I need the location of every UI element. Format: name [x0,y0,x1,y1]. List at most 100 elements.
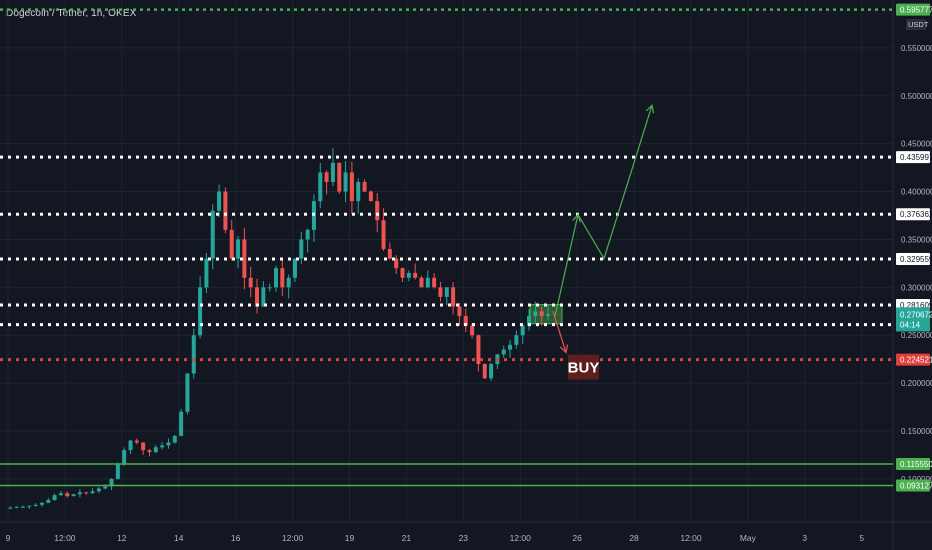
candle-body [179,411,184,436]
candle-body [508,344,513,350]
x-tick-label: 23 [459,533,469,543]
candle-body [109,478,114,487]
x-tick-label: 12:00 [54,533,76,543]
candle-body [77,492,82,495]
price-tag-0.329559-bg [896,253,930,266]
usdt-tag-bg [906,19,926,30]
candle-body [432,277,437,288]
projection-up-arrowhead-2 [645,104,655,114]
candle-body [128,440,133,451]
candle-body [527,316,532,326]
y-tick-label: 0.100000 [901,475,932,484]
price-tag-0.595777-bg [896,3,930,16]
symbol-title: Dogecoin / Tether, 1h, OKEX [6,8,137,19]
candles [8,148,550,510]
price-tag-0.093127-text: 0.093127 [900,481,932,490]
y-tick-label: 0.350000 [901,235,932,244]
candle-body [52,495,57,500]
candle-body [318,172,323,202]
candle-body [274,268,278,288]
candle-body [286,277,291,288]
candle-body [330,162,335,182]
x-tick-label: 14 [174,533,184,543]
price-levels [0,8,893,487]
current-price-tag-bg [896,307,930,332]
candle-body [14,506,19,508]
price-tag-0.376362-bg [896,208,930,221]
candle-body [451,287,456,307]
candle-body [103,486,108,489]
candle-body [489,363,494,379]
x-tick-label: 12 [117,533,127,543]
y-tick-label: 0.200000 [901,379,932,388]
y-tick-label: 0.500000 [901,92,932,101]
buy-annotation: BUY [568,354,599,380]
candle-body [406,272,411,278]
candle-body [419,277,424,288]
candle-body [20,506,25,508]
x-tick-label: 9 [6,533,11,543]
candle-body [141,442,146,451]
y-axis: 0.550000 0.500000 0.450000 0.400000 0.350000… [901,44,932,484]
candle-body [84,492,89,494]
x-tick-label: 26 [572,533,582,543]
price-tag-0.329559-text: 0.329559 [900,255,932,264]
candle-body [153,447,158,453]
candle-body [115,464,120,479]
candle-body [337,162,342,192]
price-tag-0.093127-bg [896,479,930,492]
candle-body [356,181,361,202]
current-price-text: 0.270672 [900,310,932,319]
price-tag-0.595777-text: 0.595777 [900,6,932,15]
candle-body [349,172,354,202]
price-tag-0.224521-bg [896,353,930,366]
candle-body [172,435,177,443]
candle-body [362,181,367,192]
projection-down-arrowhead [559,344,569,354]
price-tag-0.115550-text: 0.115550 [900,460,932,469]
candle-body [539,311,544,317]
candle-body [387,249,392,259]
y-tick-label: 0.300000 [901,283,932,292]
candle-body [324,172,329,182]
candle-body [292,258,297,278]
y-tick-label: 0.550000 [901,44,932,53]
candle-body [204,258,209,288]
candle-body [185,373,190,412]
candle-body [198,287,203,336]
candle-body [520,325,525,336]
buy-label-bg [568,354,599,380]
candle-body [58,493,63,496]
y-tick-label: 0.150000 [901,427,932,436]
candle-body [533,311,538,317]
candle-body [299,239,304,259]
candle-body [482,363,487,379]
y-tick-label: 0.400000 [901,188,932,197]
candle-body [166,442,171,446]
candle-body [248,277,253,288]
x-tick-label: 3 [802,533,807,543]
projection-up-arrowhead-1 [572,213,581,223]
x-axis: 9 12:00 12 14 16 12:00 19 21 23 12:00 26 28 12:00 May… [6,533,865,543]
candle-body [501,349,506,355]
projection-down-path [552,311,567,353]
candle-body [305,229,310,240]
candle-body [394,258,399,269]
projections [552,104,655,354]
candle-body [236,239,241,259]
candle-body [343,172,348,192]
candle-body [261,287,266,307]
candle-body [223,191,228,230]
candle-body [438,287,443,297]
candle-body [210,210,215,259]
price-tag-0.376362-text: 0.376362 [900,210,932,219]
candle-body [191,335,196,374]
projection-up-path [554,105,653,317]
x-tick-label: 16 [231,533,241,543]
candle-body [425,277,430,288]
candle-body [400,268,405,278]
candle-body [96,488,101,492]
candle-body [255,287,260,307]
